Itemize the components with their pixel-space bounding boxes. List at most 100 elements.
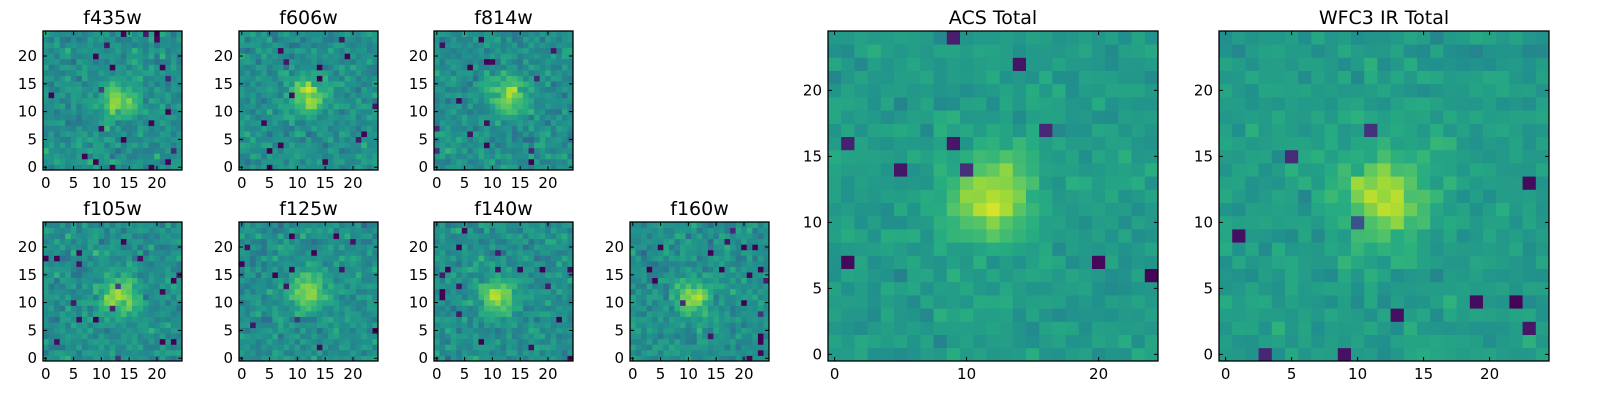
pixel — [81, 233, 88, 240]
pixel — [550, 310, 557, 317]
pixel — [461, 277, 468, 284]
pixel — [702, 249, 709, 256]
pixel — [115, 333, 122, 340]
pixel — [691, 277, 698, 284]
pixel — [159, 305, 166, 312]
pixel — [137, 136, 144, 143]
pixel — [81, 86, 88, 93]
pixel — [456, 249, 463, 256]
pixel — [461, 147, 468, 154]
pixel — [680, 272, 686, 278]
pixel — [311, 266, 318, 273]
pixel — [506, 283, 513, 290]
pixel — [115, 97, 122, 104]
pixel — [294, 58, 301, 65]
pixel — [283, 233, 290, 240]
pixel — [98, 103, 105, 110]
pixel — [344, 153, 351, 160]
pixel — [495, 36, 502, 43]
pixel — [109, 142, 116, 149]
pixel — [511, 31, 518, 37]
pixel — [691, 305, 698, 312]
pixel — [355, 266, 362, 273]
pixel — [59, 266, 66, 273]
pixel — [646, 272, 653, 278]
pixel — [478, 92, 485, 99]
pixel — [120, 86, 127, 93]
pixel — [1012, 242, 1027, 256]
pixel — [165, 272, 172, 278]
pixel — [239, 42, 245, 49]
pixel — [131, 108, 138, 115]
pixel — [48, 75, 55, 82]
pixel — [534, 47, 541, 54]
pixel — [322, 153, 329, 160]
pixel — [657, 288, 664, 295]
pixel — [894, 242, 908, 256]
pixel — [528, 255, 535, 262]
pixel — [93, 131, 99, 138]
pixel — [467, 125, 474, 132]
pixel — [478, 42, 485, 49]
pixel — [154, 238, 161, 245]
y-tick-label: 5 — [27, 130, 37, 148]
pixel — [456, 355, 463, 362]
pixel — [763, 277, 770, 284]
pixel — [255, 75, 262, 82]
pixel — [1026, 242, 1040, 256]
pixel — [841, 295, 855, 309]
pixel — [104, 355, 111, 362]
pixel — [244, 53, 251, 60]
image-pixels — [434, 222, 574, 362]
pixel — [495, 153, 502, 160]
pixel — [350, 344, 357, 351]
pixel — [255, 277, 262, 284]
pixel — [272, 36, 279, 43]
pixel — [81, 249, 88, 256]
pixel — [467, 238, 474, 245]
pixel — [255, 294, 262, 301]
pixel — [539, 125, 546, 132]
pixel — [511, 64, 518, 71]
pixel — [361, 97, 368, 104]
pixel — [277, 316, 284, 323]
pixel — [467, 53, 474, 60]
pixel — [450, 131, 457, 138]
pixel — [143, 238, 150, 245]
pixel — [327, 222, 334, 228]
pixel — [484, 260, 490, 267]
pixel — [657, 333, 664, 340]
pixel — [556, 305, 563, 312]
pixel — [70, 327, 77, 334]
pixel — [635, 266, 642, 273]
pixel — [170, 31, 177, 37]
pixel — [159, 227, 166, 234]
pixel — [333, 142, 340, 149]
pixel — [680, 333, 686, 340]
pixel — [115, 294, 122, 301]
y-tick-label: 10 — [409, 103, 428, 121]
pixel — [506, 69, 513, 76]
pixel — [350, 36, 357, 43]
pixel — [65, 108, 72, 115]
pixel — [261, 327, 268, 334]
pixel — [489, 108, 496, 115]
pixel — [434, 131, 440, 138]
pixel — [311, 316, 318, 323]
pixel — [495, 64, 502, 71]
pixel — [239, 114, 245, 121]
pixel — [59, 125, 66, 132]
pixel — [115, 272, 122, 278]
pixel — [472, 114, 479, 121]
pixel — [322, 131, 329, 138]
pixel — [511, 338, 518, 345]
pixel — [439, 349, 446, 356]
pixel — [120, 164, 127, 171]
pixel — [550, 349, 557, 356]
pixel — [1131, 321, 1146, 335]
pixel — [120, 47, 127, 54]
pixel — [277, 108, 284, 115]
pixel — [757, 310, 764, 317]
pixel — [170, 266, 177, 273]
pixel — [239, 255, 245, 262]
